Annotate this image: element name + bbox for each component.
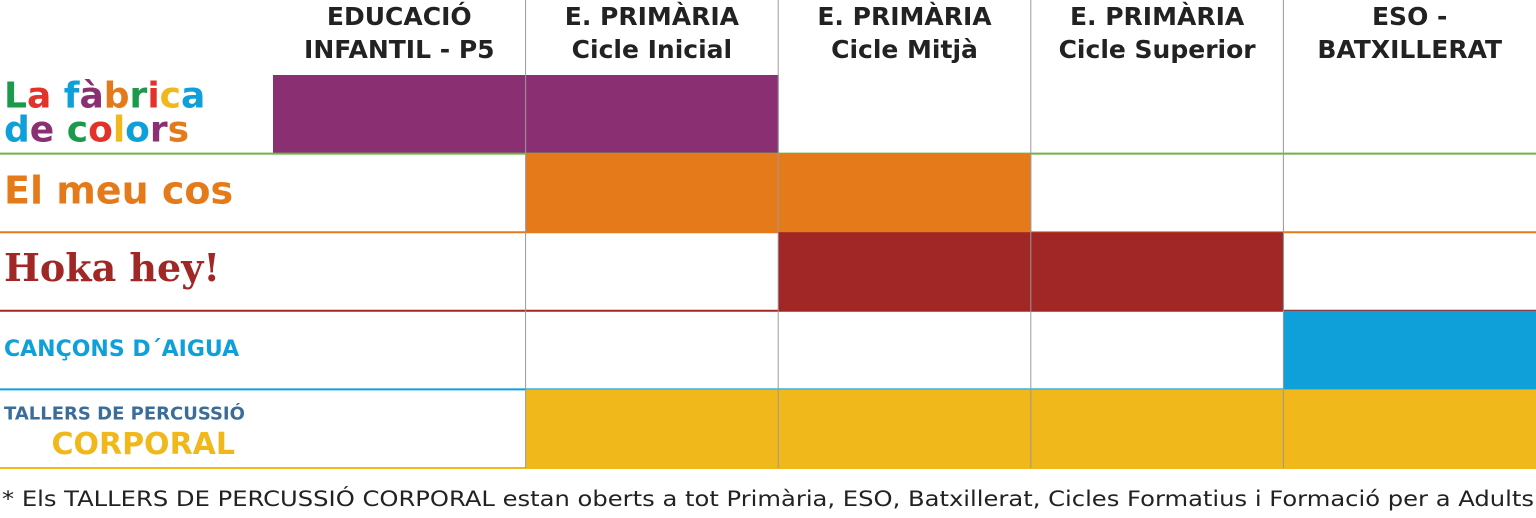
- label-letter: a: [27, 75, 51, 116]
- filled-cell: [525, 75, 779, 154]
- row-label: de colors: [4, 109, 189, 150]
- label-letter: c: [67, 109, 88, 150]
- filled-cell: [1283, 389, 1536, 468]
- label-letter: [54, 109, 67, 150]
- label-letter: c: [160, 75, 181, 116]
- label-letter: b: [104, 75, 130, 116]
- row-label: TALLERS DE PERCUSSIÓ: [4, 403, 245, 425]
- filled-cell: [778, 153, 1032, 233]
- label-letter: s: [168, 109, 189, 150]
- column-header: Cicle Inicial: [572, 35, 732, 64]
- column-header: E. PRIMÀRIA: [1070, 2, 1245, 31]
- column-header: E. PRIMÀRIA: [565, 2, 740, 31]
- filled-cell: [525, 389, 779, 468]
- row-label: Hoka hey!: [4, 245, 220, 290]
- column-header: ESO -: [1372, 2, 1447, 31]
- column-header: BATXILLERAT: [1317, 35, 1502, 64]
- label-letter: o: [125, 109, 150, 150]
- filled-cell: [1030, 232, 1284, 311]
- column-header: Cicle Mitjà: [831, 35, 978, 64]
- label-letter: o: [88, 109, 113, 150]
- column-header: E. PRIMÀRIA: [817, 2, 992, 31]
- row-label: La fàbrica: [4, 75, 205, 116]
- footnote: * Els TALLERS DE PERCUSSIÓ CORPORAL esta…: [2, 486, 1534, 512]
- filled-cell: [1283, 310, 1536, 390]
- row-label: CORPORAL: [51, 427, 235, 462]
- label-letter: i: [147, 75, 159, 116]
- label-letter: a: [181, 75, 205, 116]
- row-label: CANÇONS D´AIGUA: [4, 337, 239, 362]
- label-letter: r: [150, 109, 168, 150]
- label-letter: r: [130, 75, 148, 116]
- filled-cell: [525, 153, 779, 233]
- row-label: El meu cos: [4, 168, 233, 212]
- column-header: INFANTIL - P5: [304, 35, 495, 64]
- filled-cell: [273, 75, 527, 154]
- label-letter: f: [64, 75, 80, 116]
- filled-cell: [778, 232, 1032, 311]
- label-letter: L: [4, 75, 27, 116]
- label-letter: e: [30, 109, 54, 150]
- label-letter: l: [113, 109, 125, 150]
- filled-cell: [778, 389, 1032, 468]
- column-header: EDUCACIÓ: [327, 1, 472, 31]
- label-letter: d: [4, 109, 30, 150]
- label-letter: à: [79, 75, 103, 116]
- filled-cell: [1030, 389, 1284, 468]
- column-header: Cicle Superior: [1059, 35, 1257, 64]
